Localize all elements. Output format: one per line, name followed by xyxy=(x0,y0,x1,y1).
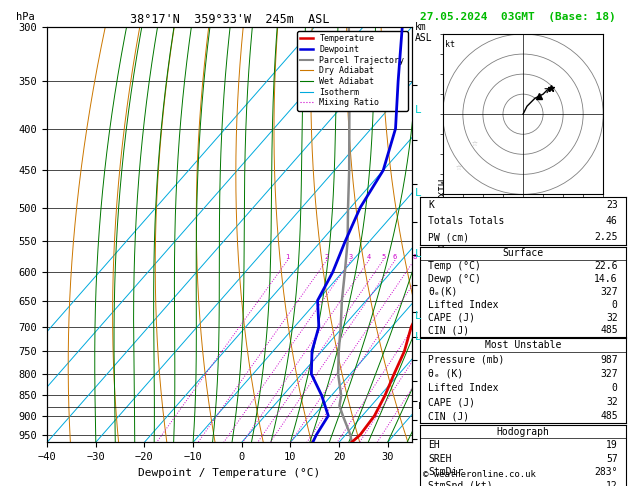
Text: SREH: SREH xyxy=(428,454,452,464)
Text: 2: 2 xyxy=(325,254,329,260)
Text: km
ASL: km ASL xyxy=(415,22,433,43)
Text: 987: 987 xyxy=(600,354,618,364)
Text: Pressure (mb): Pressure (mb) xyxy=(428,354,505,364)
Text: 6: 6 xyxy=(393,254,397,260)
Text: kt: kt xyxy=(445,40,455,49)
Y-axis label: Mixing Ratio (g/kg): Mixing Ratio (g/kg) xyxy=(435,179,445,290)
Text: L: L xyxy=(415,249,422,259)
Text: 12: 12 xyxy=(606,481,618,486)
Text: Totals Totals: Totals Totals xyxy=(428,216,505,226)
Text: 14.6: 14.6 xyxy=(594,274,618,284)
Text: L: L xyxy=(415,105,422,116)
Text: StmSpd (kt): StmSpd (kt) xyxy=(428,481,493,486)
Text: 0: 0 xyxy=(612,300,618,310)
Text: 23: 23 xyxy=(606,200,618,210)
Text: EH: EH xyxy=(428,440,440,450)
Text: 57: 57 xyxy=(606,454,618,464)
Text: 283°: 283° xyxy=(594,468,618,477)
Text: 1: 1 xyxy=(286,254,290,260)
X-axis label: Dewpoint / Temperature (°C): Dewpoint / Temperature (°C) xyxy=(138,468,321,478)
Text: 32: 32 xyxy=(606,397,618,407)
Text: 46: 46 xyxy=(606,216,618,226)
Text: 327: 327 xyxy=(600,287,618,297)
Text: L: L xyxy=(415,188,422,198)
Legend: Temperature, Dewpoint, Parcel Trajectory, Dry Adiabat, Wet Adiabat, Isotherm, Mi: Temperature, Dewpoint, Parcel Trajectory… xyxy=(297,31,408,110)
Text: K: K xyxy=(428,200,434,210)
Text: ☆: ☆ xyxy=(456,162,462,173)
Text: Dewp (°C): Dewp (°C) xyxy=(428,274,481,284)
Text: hPa: hPa xyxy=(16,12,35,22)
Text: Lifted Index: Lifted Index xyxy=(428,383,499,393)
Text: CIN (J): CIN (J) xyxy=(428,411,469,421)
Text: 27.05.2024  03GMT  (Base: 18): 27.05.2024 03GMT (Base: 18) xyxy=(420,12,616,22)
Text: 4: 4 xyxy=(367,254,371,260)
Text: 485: 485 xyxy=(600,411,618,421)
Text: 485: 485 xyxy=(600,325,618,335)
Text: CAPE (J): CAPE (J) xyxy=(428,397,476,407)
Text: © weatheronline.co.uk: © weatheronline.co.uk xyxy=(423,469,536,479)
Text: 32: 32 xyxy=(606,312,618,323)
Text: Lifted Index: Lifted Index xyxy=(428,300,499,310)
Text: CAPE (J): CAPE (J) xyxy=(428,312,476,323)
Text: Most Unstable: Most Unstable xyxy=(485,340,561,350)
Text: LCL: LCL xyxy=(418,402,433,412)
Text: CIN (J): CIN (J) xyxy=(428,325,469,335)
Text: θₑ (K): θₑ (K) xyxy=(428,369,464,379)
Text: 0: 0 xyxy=(612,383,618,393)
Text: L: L xyxy=(415,312,422,321)
Text: 19: 19 xyxy=(606,440,618,450)
Text: Temp (°C): Temp (°C) xyxy=(428,261,481,271)
Text: ☆: ☆ xyxy=(472,139,478,148)
Text: L: L xyxy=(415,332,422,342)
Text: PW (cm): PW (cm) xyxy=(428,232,469,243)
Text: 8: 8 xyxy=(412,254,416,260)
Text: StmDir: StmDir xyxy=(428,468,464,477)
Title: 38°17'N  359°33'W  245m  ASL: 38°17'N 359°33'W 245m ASL xyxy=(130,13,330,26)
Text: Surface: Surface xyxy=(503,248,543,259)
Text: Hodograph: Hodograph xyxy=(496,427,550,436)
Text: 22.6: 22.6 xyxy=(594,261,618,271)
Text: 2.25: 2.25 xyxy=(594,232,618,243)
Text: θₑ(K): θₑ(K) xyxy=(428,287,458,297)
Text: 5: 5 xyxy=(381,254,386,260)
Text: 327: 327 xyxy=(600,369,618,379)
Text: 3: 3 xyxy=(349,254,353,260)
